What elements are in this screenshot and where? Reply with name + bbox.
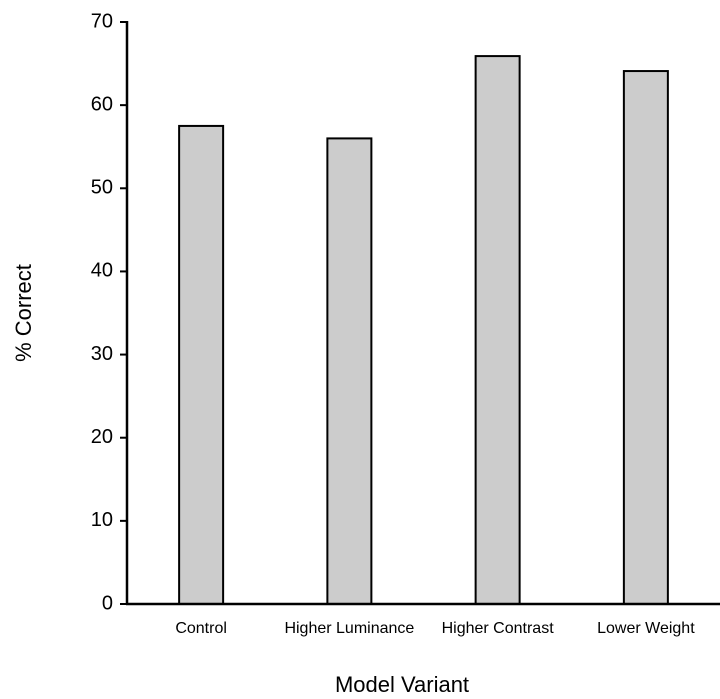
y-tick-label: 70 (91, 10, 113, 32)
y-tick-label: 50 (91, 177, 113, 199)
y-tick-label: 0 (102, 592, 113, 614)
bar (622, 70, 669, 606)
x-tick-label: Lower Weight (597, 620, 695, 637)
bar (178, 124, 225, 606)
y-tick-label: 20 (91, 426, 113, 448)
y-tick-label: 10 (91, 509, 113, 531)
bar (326, 137, 373, 605)
y-tick-label: 60 (91, 93, 113, 115)
y-tick-label: 40 (91, 260, 113, 282)
y-axis-title: % Correct (11, 264, 36, 362)
x-tick-label: Control (175, 620, 227, 637)
bar (474, 55, 521, 606)
y-tick-label: 30 (91, 343, 113, 365)
x-tick-label: Higher Luminance (284, 620, 414, 637)
x-axis-title: Model Variant (335, 672, 469, 697)
x-tick-label: Higher Contrast (442, 620, 555, 637)
